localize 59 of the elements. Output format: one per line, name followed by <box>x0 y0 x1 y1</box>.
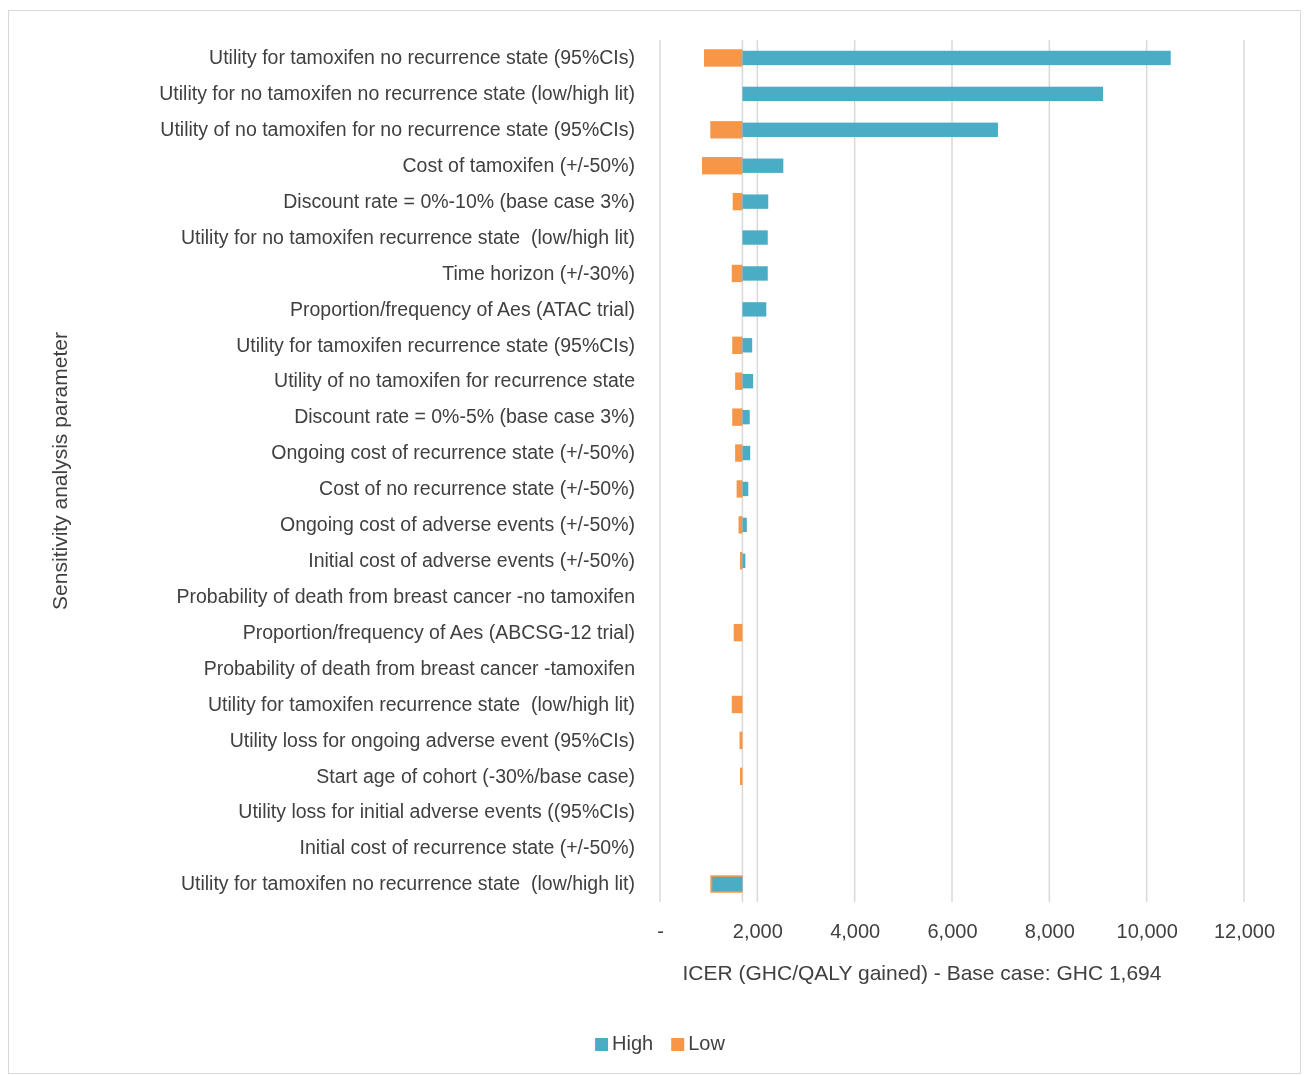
y-tick-label: Probability of death from breast cancer -no tamoxifen <box>176 584 635 607</box>
bar <box>732 408 743 426</box>
bar <box>742 409 750 425</box>
bar <box>742 122 998 137</box>
y-tick-label: Probability of death from breast cancer -tamoxifen <box>203 656 635 679</box>
y-tick-label: Ongoing cost of recurrence state (+/-50%) <box>271 441 635 464</box>
y-tick-label: Initial cost of recurrence state (+/-50%) <box>299 836 635 859</box>
y-tick-label: Utility for no tamoxifen no recurrence state (low/high lit) <box>159 82 635 105</box>
bar <box>742 338 753 353</box>
bar <box>735 372 743 390</box>
bar <box>710 121 743 139</box>
bar <box>732 192 743 211</box>
y-tick-label: Utility loss for initial adverse events ((95%CIs) <box>238 800 635 823</box>
x-tick-label: 6,000 <box>927 920 978 943</box>
y-tick-label: Cost of no recurrence state (+/-50%) <box>319 477 635 500</box>
y-tick-label: Utility for tamoxifen no recurrence state (low/high lit) <box>180 872 635 895</box>
y-tick-label: Utility loss for ongoing adverse event (95%CIs) <box>229 728 635 751</box>
y-axis-title: Sensitivity analysis parameter <box>48 332 71 610</box>
bar <box>731 264 743 283</box>
bar <box>702 157 743 175</box>
bar <box>735 444 743 462</box>
x-tick-label: - <box>657 920 664 943</box>
bar <box>742 517 747 533</box>
x-tick-label: 8,000 <box>1024 920 1075 943</box>
y-tick-label: Ongoing cost of adverse events (+/-50%) <box>280 513 635 536</box>
y-tick-label: Utility for tamoxifen no recurrence state (95%CIs) <box>209 46 635 69</box>
legend-label: High <box>612 1032 654 1054</box>
y-tick-label: Discount rate = 0%-10% (base case 3%) <box>283 189 635 212</box>
y-tick-label: Utility of no tamoxifen for recurrence state <box>274 369 635 392</box>
x-tick-label: 12,000 <box>1213 920 1276 943</box>
bar <box>742 302 767 317</box>
y-tick-label: Time horizon (+/-30%) <box>442 261 635 284</box>
bar <box>742 86 1104 102</box>
y-tick-label: Start age of cohort (-30%/base case) <box>316 764 635 787</box>
y-tick-label: Proportion/frequency of Aes (ABCSG-12 trial) <box>242 620 635 643</box>
bar <box>742 194 769 209</box>
y-tick-label: Utility for tamoxifen recurrence state (low/high lit) <box>208 692 635 715</box>
y-tick-label: Utility for tamoxifen recurrence state (95%CIs) <box>236 333 635 356</box>
x-tick-label: 4,000 <box>830 920 881 943</box>
bar <box>742 230 768 245</box>
bar <box>742 374 754 389</box>
bar <box>742 50 1171 66</box>
y-tick-label: Cost of tamoxifen (+/-50%) <box>402 153 635 176</box>
bar <box>732 336 743 354</box>
bar <box>704 49 743 67</box>
y-tick-label: Proportion/frequency of Aes (ATAC trial) <box>289 297 635 320</box>
x-axis-title: ICER (GHC/QALY gained) - Base case: GHC 1,694 <box>682 961 1162 984</box>
bar <box>742 266 768 281</box>
y-tick-label: Discount rate = 0%-5% (base case 3%) <box>294 405 635 428</box>
y-tick-label: Initial cost of adverse events (+/-50%) <box>308 549 635 572</box>
bar <box>742 445 751 461</box>
legend-label: Low <box>688 1032 726 1054</box>
x-tick-label: 2,000 <box>732 920 783 943</box>
x-tick-label: 10,000 <box>1116 920 1178 943</box>
bar <box>742 158 784 173</box>
bar <box>731 695 743 714</box>
y-tick-label: Utility for no tamoxifen recurrence state (low/high lit) <box>180 225 635 248</box>
bar <box>742 481 749 497</box>
y-tick-label: Utility of no tamoxifen for no recurrence state (95%CIs) <box>160 118 635 141</box>
